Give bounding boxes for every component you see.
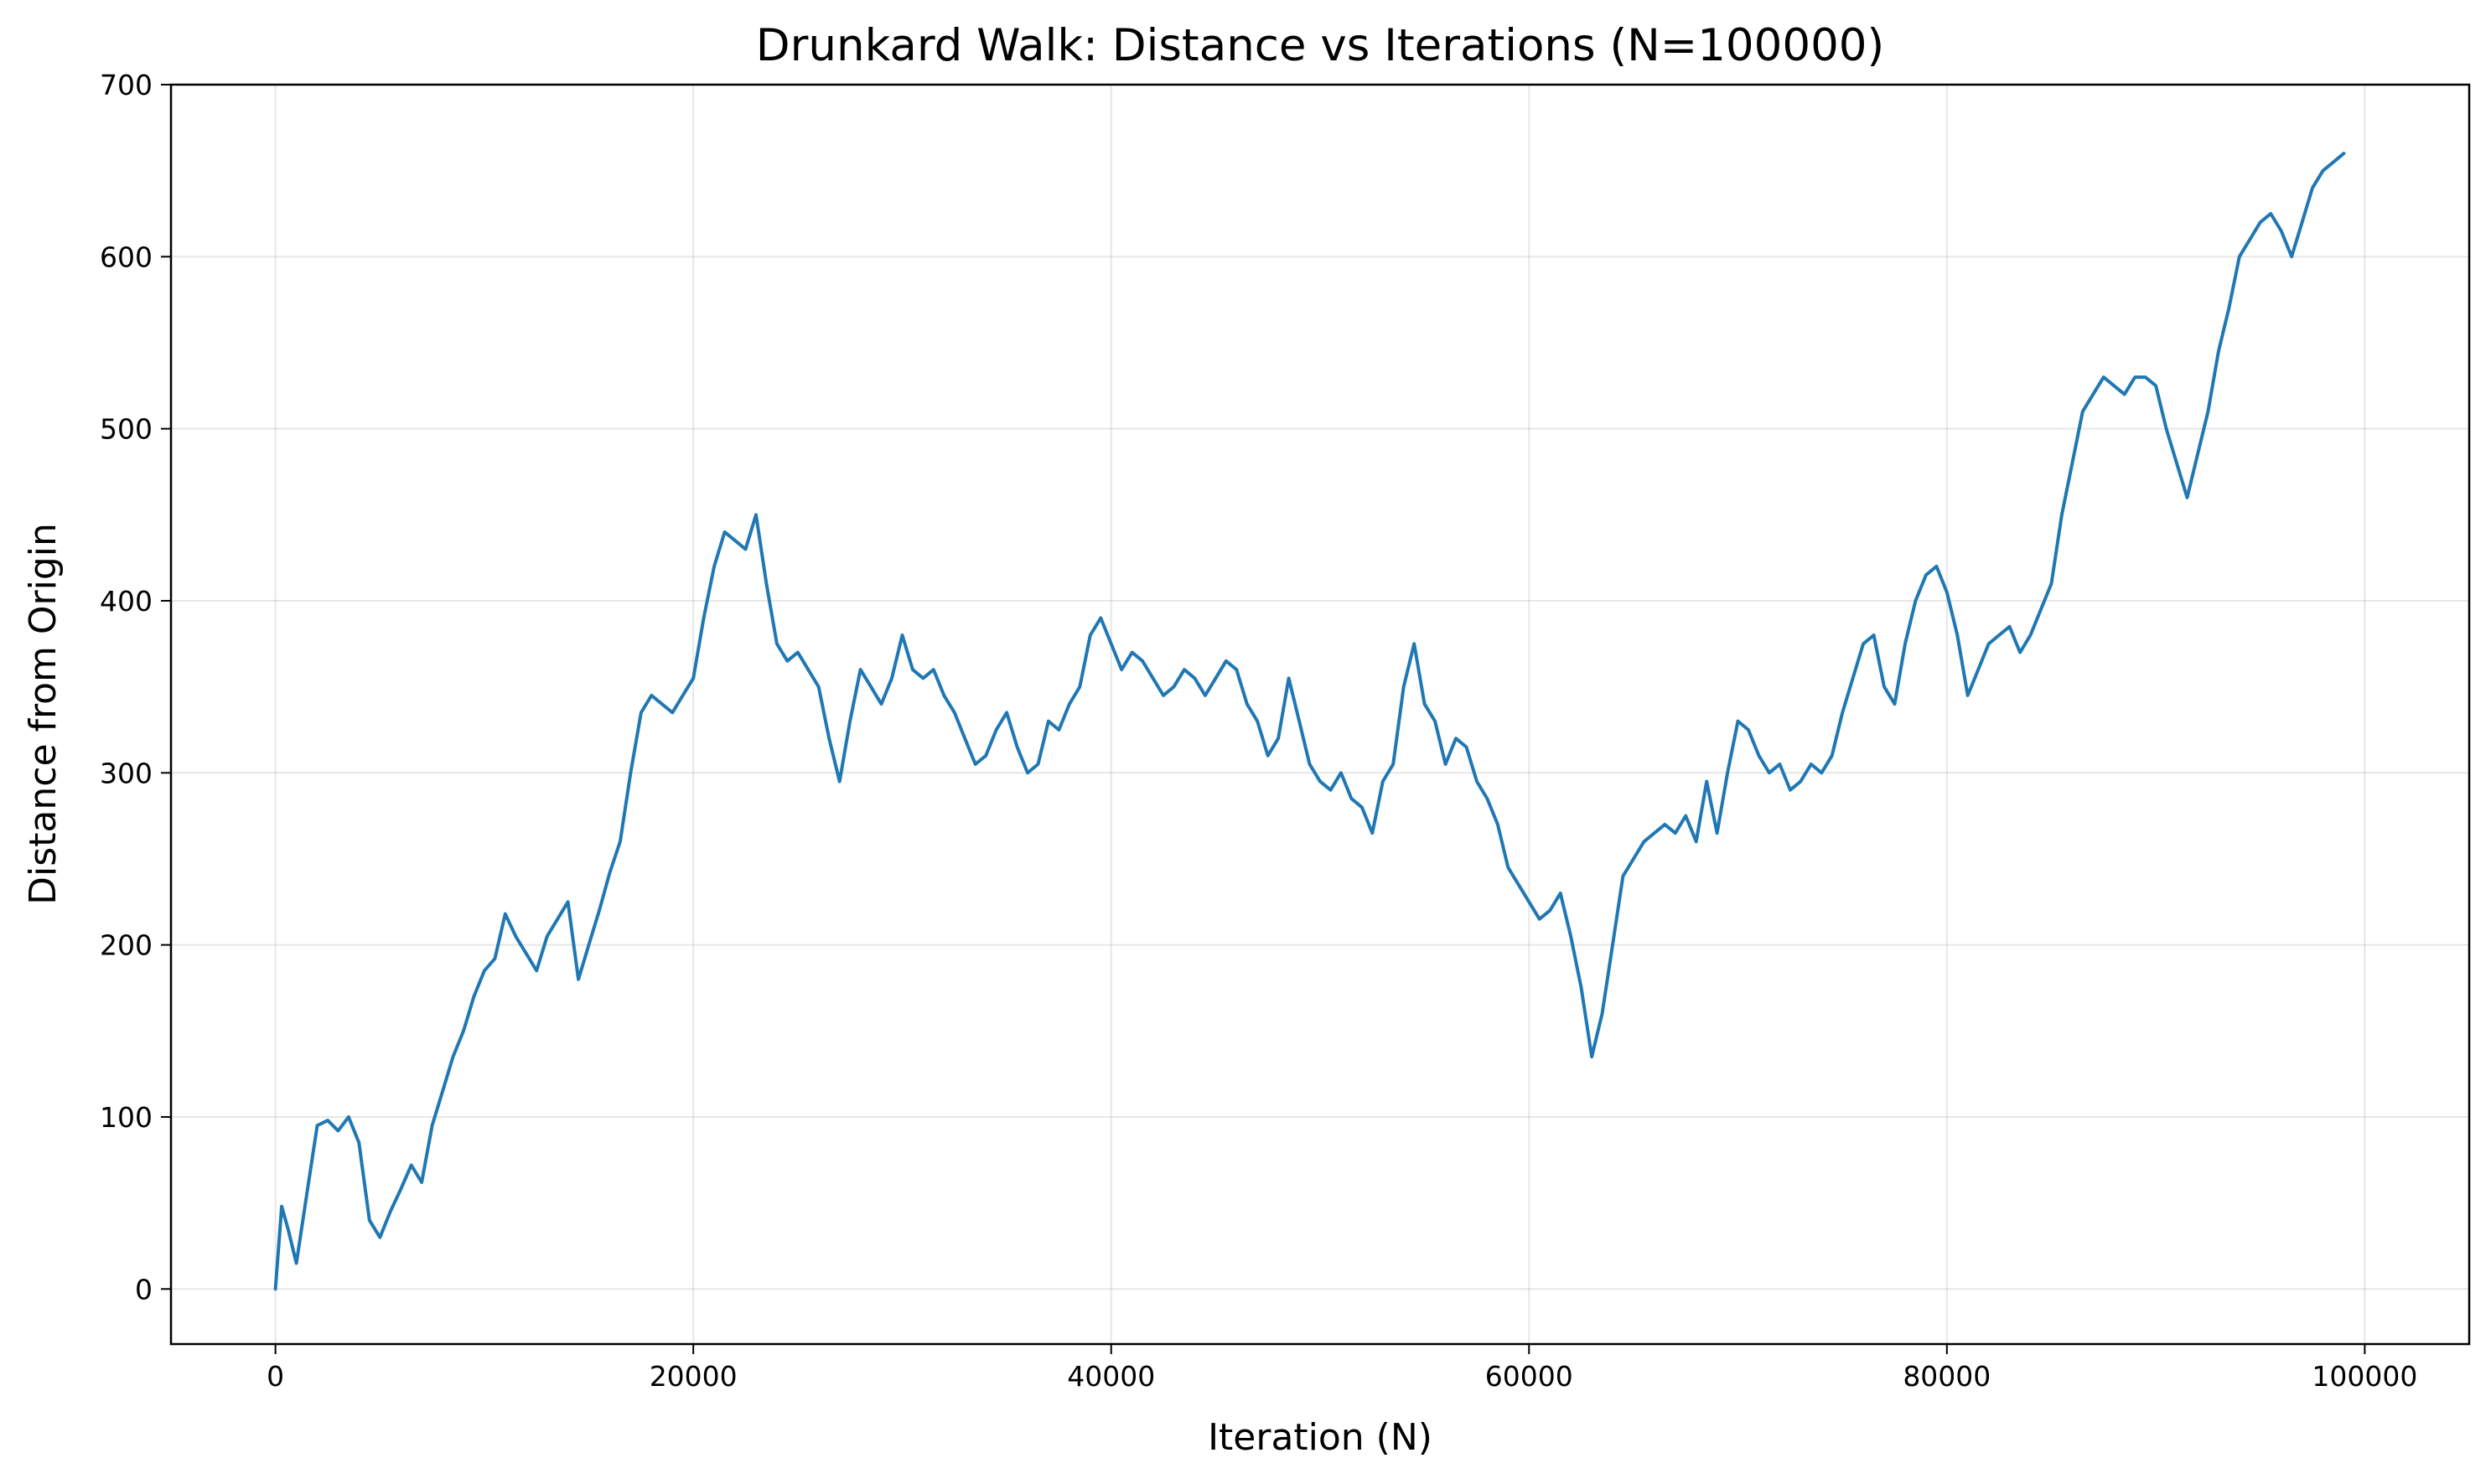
- x-tick-label: 60000: [1485, 1360, 1573, 1393]
- y-tick-label: 300: [100, 757, 153, 789]
- y-tick-label: 400: [100, 585, 153, 618]
- y-tick-label: 700: [100, 69, 153, 101]
- x-tick-label: 0: [267, 1360, 284, 1393]
- y-tick-label: 0: [135, 1273, 153, 1306]
- plot-area-frame: [169, 83, 2471, 1346]
- x-axis-label: Iteration (N): [1208, 1416, 1432, 1459]
- series-layer: [273, 152, 2346, 1291]
- x-tick-label: 20000: [650, 1360, 738, 1393]
- y-tick-label: 200: [100, 929, 153, 962]
- x-tick-label: 40000: [1067, 1360, 1155, 1393]
- x-tick-label: 100000: [2312, 1360, 2417, 1393]
- x-tick-label: 80000: [1903, 1360, 1991, 1393]
- y-tick-label: 600: [100, 240, 153, 273]
- series-line-distance: [273, 152, 2346, 1291]
- x-axis: 0 20000 40000 60000 80000 100000: [267, 1344, 2417, 1393]
- y-tick-label: 100: [100, 1101, 153, 1134]
- y-axis: 0 100 200 300 400 500 600 700: [100, 69, 171, 1306]
- y-tick-label: 500: [100, 413, 153, 446]
- chart-title: Drunkard Walk: Distance vs Iterations (N…: [756, 20, 1884, 71]
- y-axis-label: Distance from Origin: [22, 523, 65, 905]
